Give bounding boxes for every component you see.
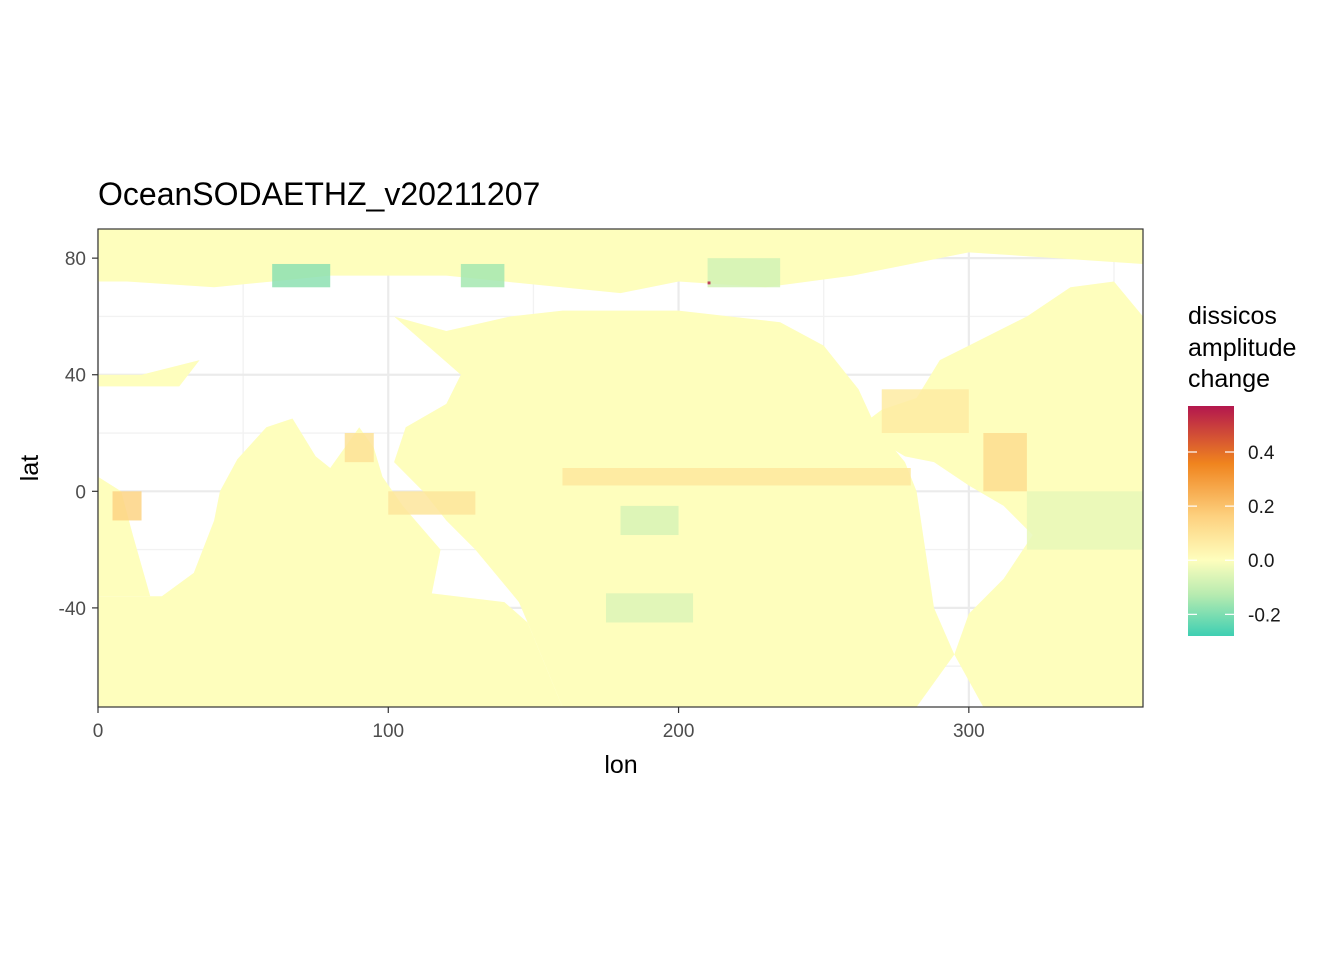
y-tick-label: 0 <box>75 482 86 503</box>
anomaly-cell <box>881 389 969 434</box>
chart-title: OceanSODAETHZ_v20211207 <box>98 176 540 212</box>
anomaly-cell <box>1026 491 1143 550</box>
anomaly-cells <box>112 258 1143 623</box>
legend-label: 0.0 <box>1248 551 1274 572</box>
x-tick-label: 100 <box>372 721 404 742</box>
anomaly-cell <box>605 593 694 623</box>
ocean-region <box>98 229 1143 294</box>
anomaly-cell <box>620 505 679 536</box>
plot-border <box>97 228 1144 708</box>
anomaly-cell <box>707 258 781 288</box>
x-tick-label: 0 <box>93 721 104 742</box>
ocean-field <box>98 229 1143 707</box>
legend-ticks: 0.4 0.2 0.0 -0.2 <box>1188 443 1281 626</box>
y-tick-label: 80 <box>65 249 86 270</box>
anomaly-cell <box>562 468 911 486</box>
y-axis: -40 0 40 80 <box>59 249 98 620</box>
y-axis-title: lat <box>16 455 44 481</box>
anomaly-cell <box>272 263 331 288</box>
anomaly-cell <box>112 491 142 521</box>
anomaly-cell <box>460 263 505 288</box>
x-tick-label: 300 <box>953 721 985 742</box>
legend-title-line-2: amplitude <box>1188 334 1296 362</box>
x-axis: 0 100 200 300 <box>93 707 985 742</box>
ocean-region <box>98 418 563 707</box>
legend-label: 0.2 <box>1248 497 1274 518</box>
x-axis-title: lon <box>604 751 637 779</box>
x-tick-label: 200 <box>663 721 695 742</box>
anomaly-cell <box>344 433 374 463</box>
anomaly-cell <box>983 433 1027 492</box>
legend-label: 0.4 <box>1248 443 1275 464</box>
anomaly-cell <box>707 281 711 285</box>
legend-label: -0.2 <box>1248 605 1281 626</box>
anomaly-cell <box>388 491 476 515</box>
ocean-region <box>858 281 1143 707</box>
legend-title-line-1: dissicos <box>1188 302 1277 330</box>
ocean-region <box>98 476 151 597</box>
y-tick-label: 40 <box>65 366 86 387</box>
legend: dissicos amplitude change 0.4 0.2 0.0 -0.2 <box>1188 302 1296 636</box>
ocean-region <box>98 360 200 387</box>
legend-colorbar <box>1188 406 1234 636</box>
legend-title-line-3: change <box>1188 365 1270 393</box>
y-tick-label: -40 <box>59 599 86 620</box>
